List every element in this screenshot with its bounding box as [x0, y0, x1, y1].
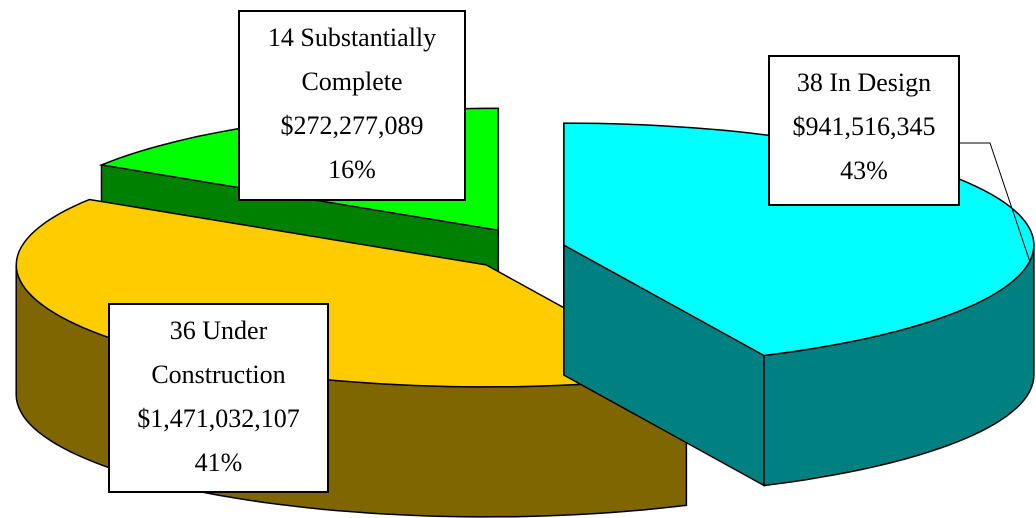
category-label: 36 Under Construction	[151, 316, 286, 389]
percent-label: 41%	[194, 448, 243, 477]
category-label: 14 Substantially Complete	[267, 23, 437, 96]
data-label: 38 In Design $941,516,345 43%	[768, 55, 960, 206]
amount-label: $941,516,345	[792, 112, 936, 141]
amount-label: $272,277,089	[280, 111, 424, 140]
amount-label: $1,471,032,107	[137, 404, 300, 433]
category-label: 38 In Design	[796, 68, 932, 97]
percent-label: 43%	[840, 156, 888, 185]
data-label: 14 Substantially Complete $272,277,089 16%	[238, 10, 466, 201]
leader-line	[960, 142, 1031, 263]
data-label: 36 Under Construction $1,471,032,107 41%	[108, 303, 329, 493]
percent-label: 16%	[328, 155, 376, 184]
